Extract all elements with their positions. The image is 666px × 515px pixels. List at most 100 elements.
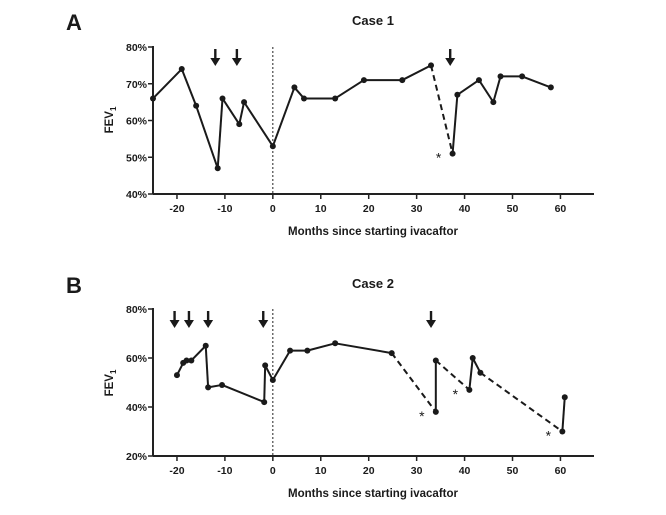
data-point	[559, 428, 566, 435]
data-point	[519, 73, 526, 80]
arrow-down-icon	[210, 49, 221, 66]
x-tick-label: 10	[315, 203, 327, 215]
y-tick-label: 70%	[126, 79, 148, 91]
y-tick-label: 50%	[126, 152, 148, 164]
dashed-segment	[435, 359, 471, 391]
data-point	[475, 77, 482, 84]
data-point	[178, 66, 185, 73]
data-point	[261, 399, 268, 406]
y-axis-label: FEV1	[104, 369, 118, 396]
x-tick-label: 60	[555, 203, 567, 215]
arrow-down-icon	[258, 311, 269, 328]
arrow-down-icon	[203, 311, 214, 328]
y-axis-label: FEV1	[104, 106, 118, 133]
line-segment	[190, 345, 207, 362]
chart-title: Case 1	[352, 13, 394, 28]
line-segment	[401, 64, 432, 81]
line-segment	[521, 75, 552, 89]
data-point	[300, 95, 307, 102]
x-tick-label: -20	[169, 465, 184, 477]
data-point	[183, 357, 190, 364]
line-segment	[271, 350, 291, 381]
data-point	[490, 99, 497, 106]
line-segment	[195, 105, 219, 169]
data-point	[432, 357, 439, 364]
data-point	[241, 99, 248, 106]
data-point	[262, 362, 269, 369]
line-segment	[221, 97, 241, 125]
line-segment	[456, 79, 480, 96]
line-segment	[271, 87, 296, 147]
line-segment	[180, 68, 198, 107]
data-point	[287, 347, 294, 354]
x-tick-label: -20	[169, 203, 184, 215]
asterisk-annotation: *	[453, 386, 459, 402]
line-segment	[243, 101, 274, 147]
data-point	[269, 377, 276, 384]
x-tick-label: 20	[363, 203, 375, 215]
panel-b: B Case 2 Months since starting ivacaftor…	[66, 273, 594, 500]
chart-title: Case 2	[352, 276, 394, 291]
arrow-down-icon	[445, 49, 456, 66]
x-tick-label: 40	[459, 203, 471, 215]
arrow-down-icon	[231, 49, 242, 66]
x-tick-label: 10	[315, 465, 327, 477]
y-tick-label: 20%	[126, 451, 148, 463]
dashed-segment	[430, 65, 454, 154]
data-point	[173, 372, 180, 379]
line-segment	[468, 357, 474, 390]
y-tick-label: 40%	[126, 402, 148, 414]
line-segment	[216, 98, 224, 169]
data-point	[219, 95, 226, 102]
panel-label: B	[66, 273, 82, 298]
data-point	[497, 73, 504, 80]
data-point	[399, 77, 406, 84]
x-axis-label: Months since starting ivacaftor	[288, 226, 459, 238]
data-point	[561, 394, 568, 401]
data-point	[214, 165, 221, 172]
data-point	[188, 357, 195, 364]
dashed-segment	[479, 371, 563, 433]
x-tick-label: 20	[363, 465, 375, 477]
x-tick-label: -10	[217, 203, 232, 215]
arrow-down-icon	[183, 311, 194, 328]
y-tick-label: 80%	[126, 304, 148, 316]
x-tick-label: 0	[270, 465, 276, 477]
line-segment	[238, 101, 246, 125]
asterisk-annotation: *	[436, 150, 442, 166]
data-point	[428, 62, 435, 69]
x-tick-label: -10	[217, 465, 232, 477]
asterisk-annotation: *	[419, 408, 425, 424]
line-segment	[492, 76, 502, 103]
data-point	[360, 77, 367, 84]
data-point	[269, 143, 276, 150]
data-point	[332, 340, 339, 347]
dashed-segment	[390, 352, 437, 413]
data-point	[193, 102, 200, 109]
data-point	[466, 386, 473, 393]
x-axis-label: Months since starting ivacaftor	[288, 488, 459, 500]
line-segment	[451, 94, 459, 154]
data-point	[205, 384, 212, 391]
line-segment	[478, 79, 495, 103]
data-point	[304, 347, 311, 354]
y-tick-label: 40%	[126, 189, 148, 201]
line-segment	[307, 342, 336, 352]
x-tick-label: 60	[555, 465, 567, 477]
data-point	[332, 95, 339, 102]
x-tick-label: 30	[411, 203, 423, 215]
y-tick-label: 80%	[126, 42, 148, 54]
data-point	[236, 121, 243, 128]
data-point	[202, 342, 209, 349]
x-tick-label: 30	[411, 465, 423, 477]
line-segment	[263, 365, 267, 403]
arrow-down-icon	[426, 311, 437, 328]
x-tick-label: 50	[507, 203, 519, 215]
arrow-down-icon	[169, 311, 180, 328]
panel-label: A	[66, 10, 82, 35]
data-point	[388, 350, 395, 357]
asterisk-annotation: *	[546, 428, 552, 444]
data-point	[219, 381, 226, 388]
data-point	[291, 84, 298, 91]
